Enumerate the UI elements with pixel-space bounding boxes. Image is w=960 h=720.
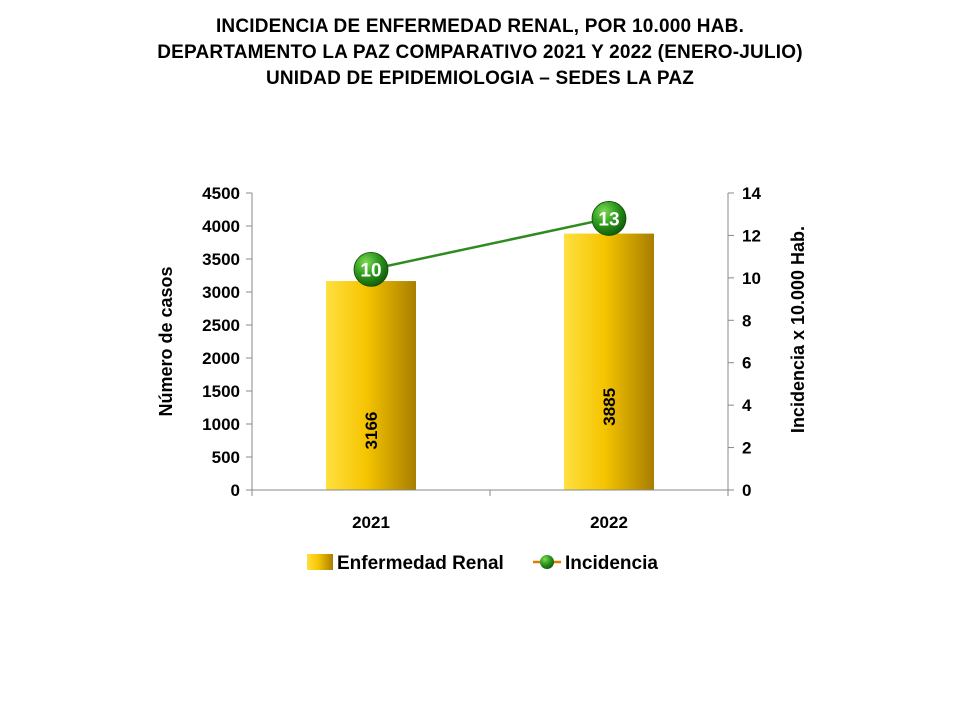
y-axis-title-left: Número de casos [156,266,176,416]
incidencia-point [353,251,389,287]
incidencia-data-label: 13 [598,209,619,230]
incidencia-data-label: 10 [360,260,381,281]
title-line-2: DEPARTAMENTO LA PAZ COMPARATIVO 2021 Y 2… [157,42,803,63]
bar-2021 [326,281,416,490]
legend-swatch-bar [307,554,333,570]
y-right-tick-label: 12 [742,226,761,245]
y-left-tick-label: 4500 [202,184,240,203]
y-axis-title-right: Incidencia x 10.000 Hab. [788,226,808,433]
y-right-tick-label: 4 [742,396,752,415]
y-left-tick-label: 1500 [202,382,240,401]
y-right-tick-label: 2 [742,439,751,458]
bar-data-label: 3885 [600,388,619,426]
x-tick-label: 2022 [590,513,628,532]
y-left-tick-label: 4000 [202,217,240,236]
title-line-3: UNIDAD DE EPIDEMIOLOGIA – SEDES LA PAZ [265,68,695,89]
bar-data-label: 3166 [362,412,381,450]
y-left-tick-label: 2500 [202,316,240,335]
legend-label-bar: Enfermedad Renal [337,553,504,574]
y-left-tick-label: 3000 [202,283,240,302]
incidencia-line [370,217,610,271]
y-right-tick-label: 6 [742,354,751,373]
legend-label-line: Incidencia [565,553,658,574]
legend-swatch-dot [540,555,554,569]
y-left-tick-label: 2000 [202,349,240,368]
x-tick-label: 2021 [352,513,390,532]
y-right-tick-label: 8 [742,311,751,330]
y-left-tick-label: 0 [231,481,240,500]
y-left-tick-label: 3500 [202,250,240,269]
bar-2022 [564,233,654,490]
y-left-tick-label: 1000 [202,415,240,434]
title-line-1: INCIDENCIA DE ENFERMEDAD RENAL, POR 10.0… [215,16,745,37]
y-left-tick-label: 500 [212,448,240,467]
incidencia-point [591,201,627,236]
chart-title: INCIDENCIA DE ENFERMEDAD RENAL, POR 10.0… [0,14,960,92]
y-right-tick-label: 10 [742,269,761,288]
y-right-tick-label: 0 [742,481,751,500]
y-right-tick-label: 14 [742,184,761,203]
